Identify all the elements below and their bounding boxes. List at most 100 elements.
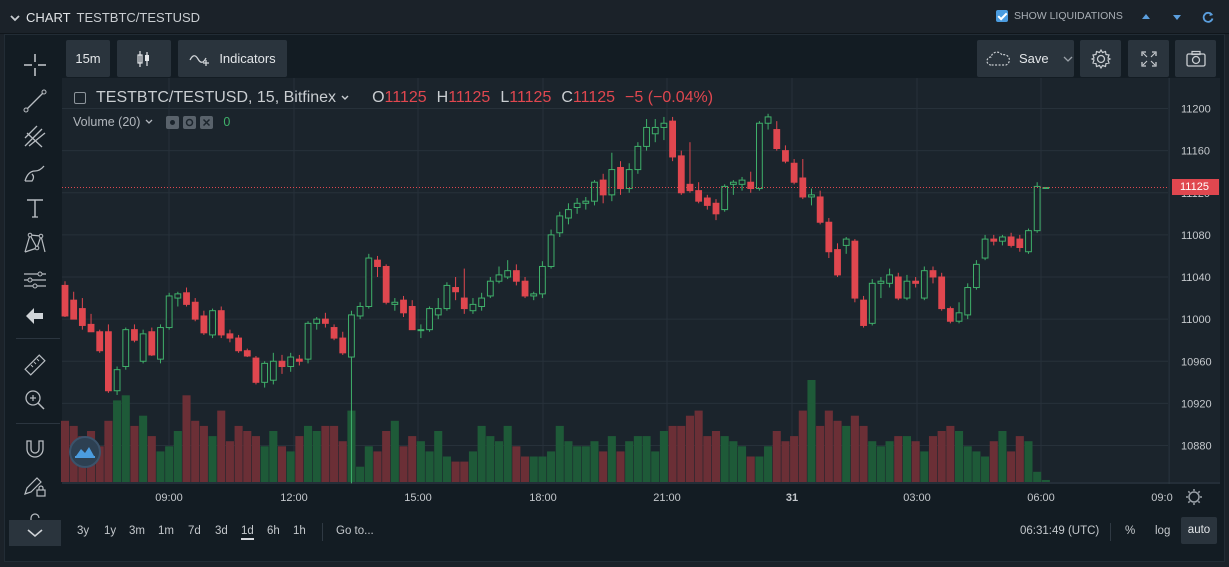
trend-line-tool[interactable] bbox=[22, 88, 48, 114]
candle-body[interactable] bbox=[721, 185, 729, 211]
candle-body[interactable] bbox=[547, 234, 555, 267]
candle-body[interactable] bbox=[808, 194, 815, 198]
candle-body[interactable] bbox=[252, 357, 260, 383]
candle-body[interactable] bbox=[938, 276, 946, 310]
candle-body[interactable] bbox=[738, 179, 746, 185]
candle-body[interactable] bbox=[625, 169, 633, 190]
candle-body[interactable] bbox=[964, 287, 972, 316]
candle-body[interactable] bbox=[287, 356, 295, 368]
candle-body[interactable] bbox=[105, 331, 112, 392]
candle-body[interactable] bbox=[400, 299, 407, 314]
candle-body[interactable] bbox=[955, 312, 963, 322]
candlesticks[interactable] bbox=[61, 113, 1050, 484]
candle-body[interactable] bbox=[929, 270, 937, 278]
candle-body[interactable] bbox=[617, 166, 624, 190]
candle-body[interactable] bbox=[87, 323, 95, 333]
fullscreen-button[interactable] bbox=[1128, 40, 1169, 77]
candle-body[interactable] bbox=[981, 238, 989, 259]
brush-tool[interactable] bbox=[22, 159, 48, 185]
text-tool[interactable] bbox=[22, 195, 48, 221]
candle-body[interactable] bbox=[495, 274, 503, 282]
candle-body[interactable] bbox=[860, 299, 867, 326]
candle-body[interactable] bbox=[521, 280, 529, 297]
candle-body[interactable] bbox=[773, 129, 781, 150]
candle-body[interactable] bbox=[139, 333, 147, 362]
candle-body[interactable] bbox=[712, 202, 720, 215]
chart-title[interactable]: CHART TESTBTC/TESTUSD bbox=[10, 10, 200, 25]
candle-body[interactable] bbox=[825, 221, 833, 253]
candle-body[interactable] bbox=[903, 280, 911, 299]
candle-body[interactable] bbox=[313, 318, 321, 324]
visibility-icon[interactable] bbox=[166, 115, 180, 129]
close-icon[interactable] bbox=[200, 115, 214, 129]
timeframe-3y[interactable]: 3y bbox=[77, 525, 90, 537]
candle-body[interactable] bbox=[799, 177, 807, 198]
candle-body[interactable] bbox=[174, 293, 182, 299]
candle-body[interactable] bbox=[886, 274, 894, 284]
candle-body[interactable] bbox=[443, 284, 451, 310]
candle-body[interactable] bbox=[851, 240, 859, 299]
candle-body[interactable] bbox=[877, 280, 885, 284]
timeframe-6h[interactable]: 6h bbox=[267, 525, 280, 537]
candle-body[interactable] bbox=[1042, 186, 1050, 189]
candle-body[interactable] bbox=[790, 162, 798, 183]
candle-body[interactable] bbox=[61, 284, 69, 317]
candle-body[interactable] bbox=[608, 169, 616, 196]
pitchfork-tool[interactable] bbox=[22, 123, 48, 149]
candle-body[interactable] bbox=[304, 322, 312, 360]
percent-scale-button[interactable]: % bbox=[1125, 525, 1136, 537]
chevron-down-icon[interactable] bbox=[1063, 55, 1073, 63]
candle-body[interactable] bbox=[573, 202, 581, 208]
ruler-tool[interactable] bbox=[22, 352, 48, 378]
candle-body[interactable] bbox=[122, 329, 130, 368]
candle-body[interactable] bbox=[243, 350, 251, 357]
timeframe-1y[interactable]: 1y bbox=[104, 525, 117, 537]
candle-body[interactable] bbox=[434, 308, 442, 316]
candle-body[interactable] bbox=[651, 126, 659, 135]
candle-body[interactable] bbox=[295, 358, 303, 362]
candle-body[interactable] bbox=[226, 333, 234, 339]
candle-body[interactable] bbox=[868, 282, 876, 324]
candle-body[interactable] bbox=[269, 360, 277, 381]
candle-body[interactable] bbox=[834, 249, 841, 276]
candle-body[interactable] bbox=[512, 270, 520, 282]
candle-body[interactable] bbox=[729, 181, 737, 185]
candle-body[interactable] bbox=[426, 308, 433, 331]
candle-body[interactable] bbox=[391, 301, 399, 305]
interval-button[interactable]: 15m bbox=[66, 40, 110, 77]
volume-label[interactable]: Volume (20) bbox=[73, 115, 141, 129]
candle-body[interactable] bbox=[1025, 230, 1032, 253]
candle-body[interactable] bbox=[1007, 236, 1015, 246]
candle-body[interactable] bbox=[165, 295, 173, 329]
measure-tool[interactable] bbox=[22, 267, 48, 293]
candle-body[interactable] bbox=[677, 155, 685, 194]
candle-body[interactable] bbox=[78, 308, 86, 326]
candle-body[interactable] bbox=[469, 303, 477, 312]
candle-body[interactable] bbox=[478, 297, 486, 307]
candle-body[interactable] bbox=[999, 236, 1006, 242]
candle-body[interactable] bbox=[530, 293, 538, 297]
timeframe-3m[interactable]: 3m bbox=[129, 525, 145, 537]
log-scale-button[interactable]: log bbox=[1155, 525, 1171, 537]
candle-body[interactable] bbox=[582, 200, 590, 204]
timeframe-1h[interactable]: 1h bbox=[293, 525, 306, 537]
back-tool[interactable] bbox=[22, 303, 48, 329]
candle-body[interactable] bbox=[920, 270, 928, 299]
settings-icon[interactable] bbox=[183, 115, 197, 129]
liquidations-checkbox[interactable] bbox=[996, 10, 1008, 22]
time-axis-settings-icon[interactable] bbox=[1186, 489, 1202, 505]
candle-body[interactable] bbox=[278, 360, 286, 368]
candle-body[interactable] bbox=[322, 318, 329, 324]
caret-down-icon[interactable] bbox=[1170, 10, 1184, 24]
candle-body[interactable] bbox=[591, 181, 598, 202]
candle-body[interactable] bbox=[191, 301, 199, 320]
collapse-legend-icon[interactable] bbox=[74, 92, 86, 104]
candle-body[interactable] bbox=[816, 196, 824, 223]
candle-body[interactable] bbox=[842, 238, 850, 246]
indicators-button[interactable]: Indicators bbox=[178, 40, 287, 77]
candle-body[interactable] bbox=[486, 280, 494, 297]
screenshot-button[interactable] bbox=[1175, 40, 1216, 77]
lock-drawings-tool[interactable] bbox=[22, 473, 48, 499]
chart-type-button[interactable] bbox=[117, 40, 171, 77]
timeframe-7d[interactable]: 7d bbox=[188, 525, 201, 537]
